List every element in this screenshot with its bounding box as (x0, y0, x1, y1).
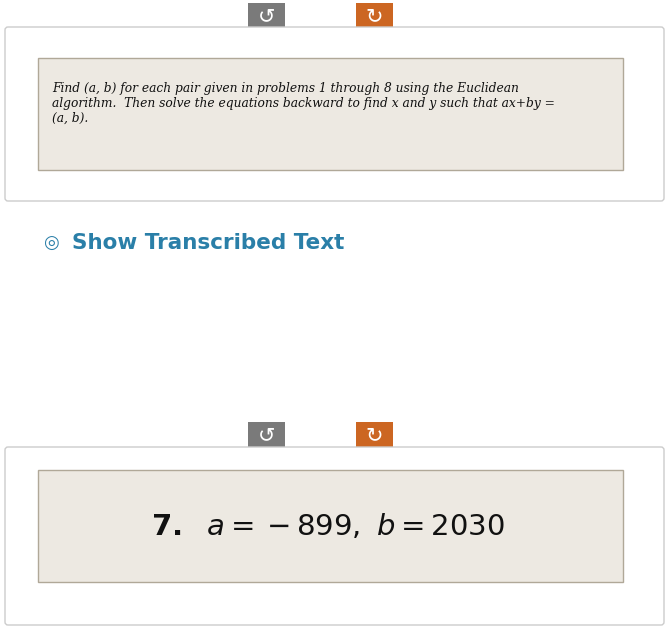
Text: $\mathbf{7.}\ \ $$\mathit{a} = -899,\ \mathit{b} = 2030$: $\mathbf{7.}\ \ $$\mathit{a} = -899,\ \m… (151, 512, 505, 542)
Text: ↻: ↻ (366, 426, 383, 445)
FancyBboxPatch shape (248, 3, 285, 30)
Text: ◎: ◎ (43, 234, 59, 252)
FancyBboxPatch shape (248, 422, 285, 449)
FancyBboxPatch shape (356, 3, 393, 30)
FancyBboxPatch shape (5, 27, 664, 201)
FancyBboxPatch shape (5, 447, 664, 625)
Text: ↺: ↺ (258, 426, 275, 445)
Text: algorithm.  Then solve the equations backward to find x and y such that ax+by =: algorithm. Then solve the equations back… (52, 97, 555, 110)
Text: (a, b).: (a, b). (52, 112, 88, 125)
Text: Show Transcribed Text: Show Transcribed Text (72, 233, 345, 253)
FancyBboxPatch shape (38, 470, 623, 582)
Text: ↺: ↺ (258, 6, 275, 27)
FancyBboxPatch shape (356, 422, 393, 449)
Text: Find (a, b) for each pair given in problems 1 through 8 using the Euclidean: Find (a, b) for each pair given in probl… (52, 82, 519, 95)
Text: ↻: ↻ (366, 6, 383, 27)
FancyBboxPatch shape (38, 58, 623, 170)
